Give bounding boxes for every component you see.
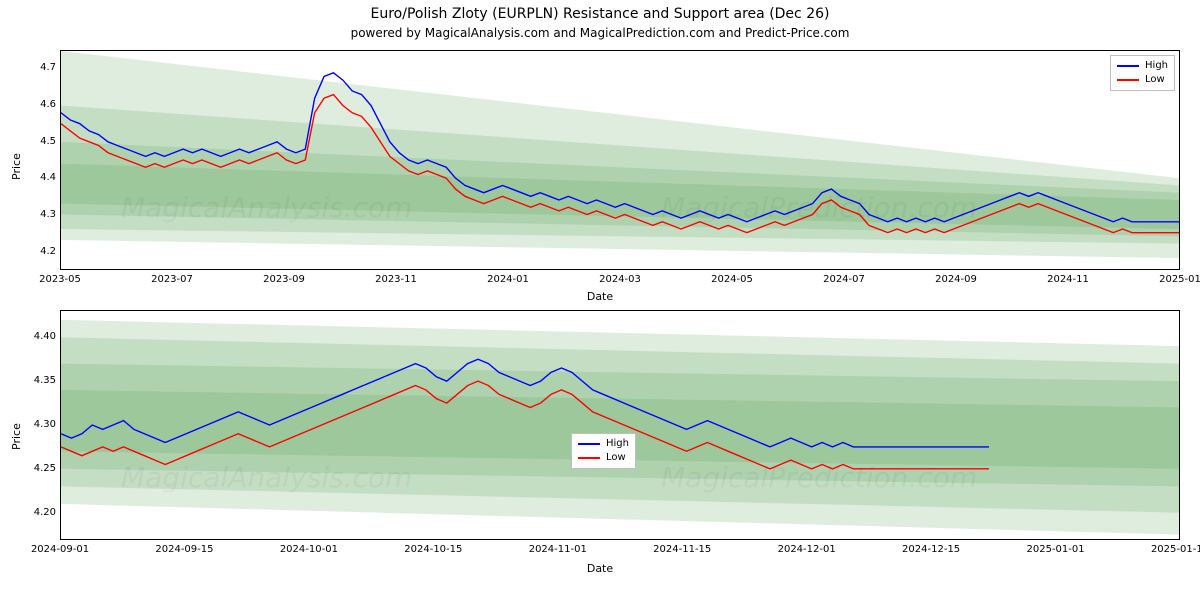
y-tick: 4.7 xyxy=(40,62,56,73)
y-tick: 4.5 xyxy=(40,136,56,147)
xlabel-bottom: Date xyxy=(0,562,1200,575)
legend-line-low xyxy=(1117,79,1139,81)
x-tick: 2023-11 xyxy=(366,274,426,285)
x-tick: 2025-01-15 xyxy=(1150,544,1200,555)
sub-title: powered by MagicalAnalysis.com and Magic… xyxy=(0,26,1200,40)
y-tick: 4.25 xyxy=(34,463,56,474)
legend-top: High Low xyxy=(1110,55,1175,91)
x-tick: 2024-12-15 xyxy=(901,544,961,555)
x-tick: 2023-09 xyxy=(254,274,314,285)
y-tick: 4.3 xyxy=(40,209,56,220)
x-tick: 2024-11-15 xyxy=(652,544,712,555)
y-tick: 4.35 xyxy=(34,375,56,386)
legend-bottom: High Low xyxy=(571,433,636,469)
y-tick: 4.6 xyxy=(40,99,56,110)
legend-row-low-2: Low xyxy=(578,451,629,465)
y-tick: 4.40 xyxy=(34,331,56,342)
x-tick: 2024-05 xyxy=(702,274,762,285)
x-tick: 2024-07 xyxy=(814,274,874,285)
x-tick: 2024-12-01 xyxy=(777,544,837,555)
top-panel: MagicalAnalysis.com MagicalPrediction.co… xyxy=(60,50,1180,270)
legend-label-high-2: High xyxy=(606,437,629,451)
y-tick: 4.2 xyxy=(40,246,56,257)
x-tick: 2024-09-15 xyxy=(154,544,214,555)
x-tick: 2024-09-01 xyxy=(30,544,90,555)
y-tick: 4.20 xyxy=(34,507,56,518)
legend-line-low-2 xyxy=(578,457,600,459)
x-tick: 2024-03 xyxy=(590,274,650,285)
x-tick: 2024-10-15 xyxy=(403,544,463,555)
legend-label-low: Low xyxy=(1145,73,1165,87)
x-tick: 2024-09 xyxy=(926,274,986,285)
y-tick: 4.30 xyxy=(34,419,56,430)
x-tick: 2025-01 xyxy=(1150,274,1200,285)
x-tick: 2025-01-01 xyxy=(1026,544,1086,555)
x-tick: 2023-05 xyxy=(30,274,90,285)
ylabel-bottom: Price xyxy=(10,423,23,450)
x-tick: 2023-07 xyxy=(142,274,202,285)
legend-row-low: Low xyxy=(1117,73,1168,87)
ylabel-top: Price xyxy=(10,153,23,180)
legend-line-high xyxy=(1117,65,1139,67)
chart-container: Euro/Polish Zloty (EURPLN) Resistance an… xyxy=(0,0,1200,600)
bottom-panel: MagicalAnalysis.com MagicalPrediction.co… xyxy=(60,310,1180,540)
y-tick: 4.4 xyxy=(40,172,56,183)
legend-label-high: High xyxy=(1145,59,1168,73)
x-tick: 2024-11-01 xyxy=(528,544,588,555)
x-tick: 2024-11 xyxy=(1038,274,1098,285)
main-title: Euro/Polish Zloty (EURPLN) Resistance an… xyxy=(0,6,1200,22)
legend-label-low-2: Low xyxy=(606,451,626,465)
legend-row-high-2: High xyxy=(578,437,629,451)
x-tick: 2024-10-01 xyxy=(279,544,339,555)
x-tick: 2024-01 xyxy=(478,274,538,285)
legend-line-high-2 xyxy=(578,443,600,445)
bottom-plot-svg xyxy=(61,311,1179,539)
legend-row-high: High xyxy=(1117,59,1168,73)
xlabel-top: Date xyxy=(0,290,1200,303)
top-plot-svg xyxy=(61,51,1179,269)
